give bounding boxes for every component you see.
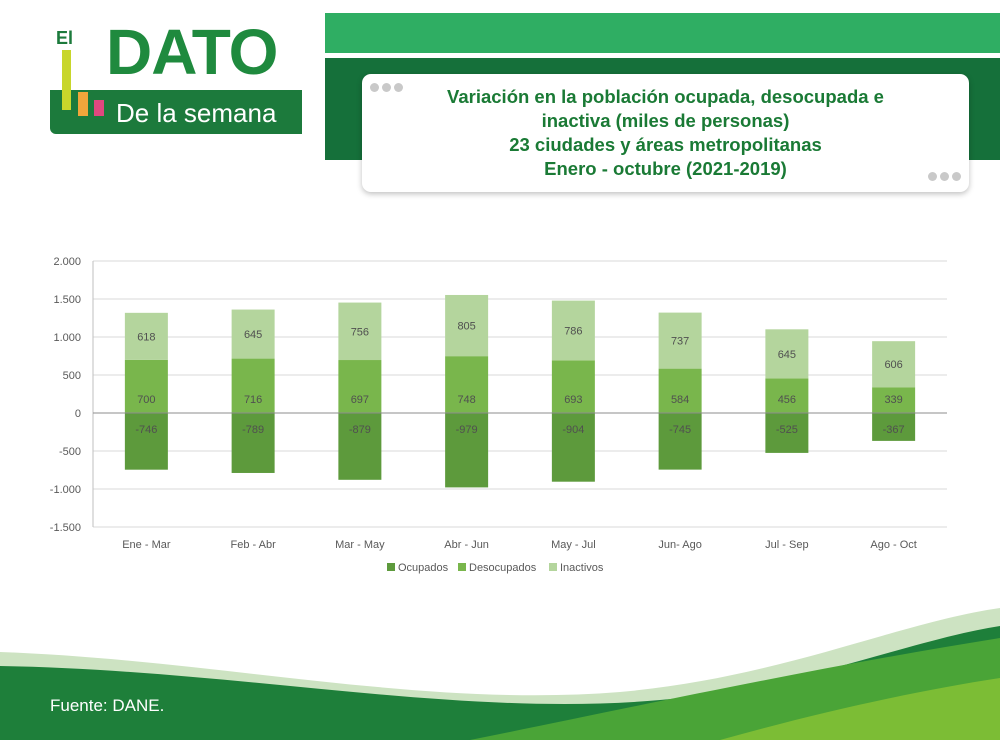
- y-tick-label: -1.000: [50, 484, 81, 496]
- data-label-inactivos: 805: [457, 321, 475, 333]
- bar-desocupados: [445, 356, 489, 413]
- bar-inactivos: [872, 341, 916, 388]
- logo-dato: DATO: [106, 16, 278, 88]
- stacked-bar-chart: 2.000 1.500 1.000 500 0 -500 -1.000 -1.500 -746 7…: [50, 256, 947, 574]
- legend-swatch-desocupados: [458, 563, 466, 571]
- data-label-ocupados: -367: [883, 424, 905, 436]
- bar-ocupados: [658, 413, 702, 470]
- title-line-3: 23 ciudades y áreas metropolitanas: [509, 134, 822, 155]
- data-label-desocupados: 700: [137, 394, 155, 406]
- bar-ocupados: [124, 413, 168, 470]
- data-label-inactivos: 618: [137, 331, 155, 343]
- y-tick-label: 2.000: [53, 256, 81, 268]
- data-label-desocupados: 339: [884, 394, 902, 406]
- bar-desocupados: [551, 360, 595, 413]
- data-label-inactivos: 786: [564, 325, 582, 337]
- bar-ocupados: [231, 413, 275, 473]
- data-label-desocupados: 716: [244, 394, 262, 406]
- y-tick-label: 1.000: [53, 332, 81, 344]
- bar-ocupados: [872, 413, 916, 441]
- bar-inactivos: [338, 302, 382, 361]
- data-label-inactivos: 645: [778, 349, 796, 361]
- bar-inactivos: [765, 329, 809, 379]
- x-category-label: Abr - Jun: [444, 539, 489, 551]
- legend-swatch-inactivos: [549, 563, 557, 571]
- data-label-inactivos: 756: [351, 326, 369, 338]
- x-category-label: Ene - Mar: [122, 539, 171, 551]
- bar-desocupados: [124, 359, 168, 413]
- title-card: Variación en la población ocupada, desoc…: [362, 74, 969, 192]
- y-tick-label: -1.500: [50, 522, 81, 534]
- data-label-ocupados: -904: [562, 424, 584, 436]
- data-label-inactivos: 737: [671, 336, 689, 348]
- bar-inactivos: [445, 294, 489, 357]
- data-label-desocupados: 697: [351, 394, 369, 406]
- logo-bar-yellow: [62, 50, 71, 110]
- x-category-label: Feb - Abr: [231, 539, 277, 551]
- legend-swatch-ocupados: [387, 563, 395, 571]
- bar-desocupados: [338, 360, 382, 413]
- x-category-label: Jun- Ago: [658, 539, 701, 551]
- footer-waves: [0, 608, 1000, 740]
- bar-ocupados: [765, 413, 809, 453]
- legend-label-ocupados: Ocupados: [398, 562, 449, 574]
- y-tick-label: -500: [59, 446, 81, 458]
- bar-ocupados: [445, 413, 489, 488]
- logo-el: El: [56, 28, 74, 48]
- x-category-label: Ago - Oct: [870, 539, 916, 551]
- x-category-label: Jul - Sep: [765, 539, 808, 551]
- data-label-ocupados: -789: [242, 424, 264, 436]
- data-label-ocupados: -745: [669, 424, 691, 436]
- x-category-label: May - Jul: [551, 539, 596, 551]
- x-category-label: Mar - May: [335, 539, 385, 551]
- logo-bar-orange: [78, 92, 88, 116]
- logo-subtitle-band: De la semana: [50, 90, 302, 134]
- y-tick-label: 1.500: [53, 294, 81, 306]
- data-label-desocupados: 456: [778, 394, 796, 406]
- logo-subtitle: De la semana: [116, 98, 277, 128]
- data-label-desocupados: 584: [671, 394, 689, 406]
- bar-inactivos: [658, 312, 702, 369]
- bar-desocupados: [231, 358, 275, 413]
- data-label-ocupados: -525: [776, 424, 798, 436]
- bar-desocupados: [765, 378, 809, 413]
- data-label-desocupados: 748: [457, 394, 475, 406]
- bar-ocupados: [551, 413, 595, 482]
- source-note: Fuente: DANE.: [50, 696, 165, 715]
- y-tick-label: 500: [63, 370, 81, 382]
- dots-icon: [370, 83, 403, 92]
- bar-inactivos: [124, 312, 168, 360]
- data-label-ocupados: -979: [456, 424, 478, 436]
- el-dato-logo: De la semana El DATO: [50, 20, 302, 136]
- bar-ocupados: [338, 413, 382, 480]
- legend-label-inactivos: Inactivos: [560, 562, 604, 574]
- title-line-2: inactiva (miles de personas): [541, 110, 790, 131]
- data-label-ocupados: -746: [135, 424, 157, 436]
- bar-inactivos: [231, 309, 275, 359]
- title-line-4: Enero - octubre (2021-2019): [544, 158, 787, 179]
- chart-title: Variación en la población ocupada, desoc…: [382, 85, 949, 181]
- bar-desocupados: [658, 368, 702, 413]
- y-tick-label: 0: [75, 408, 81, 420]
- data-label-inactivos: 606: [884, 359, 902, 371]
- title-line-1: Variación en la población ocupada, desoc…: [447, 86, 884, 107]
- header-band-light: [325, 13, 1000, 53]
- data-label-desocupados: 693: [564, 394, 582, 406]
- data-label-ocupados: -879: [349, 424, 371, 436]
- dots-icon: [928, 172, 961, 181]
- data-label-inactivos: 645: [244, 329, 262, 341]
- bar-inactivos: [551, 300, 595, 361]
- bar-desocupados: [872, 387, 916, 413]
- logo-bar-pink: [94, 100, 104, 116]
- legend-label-desocupados: Desocupados: [469, 562, 537, 574]
